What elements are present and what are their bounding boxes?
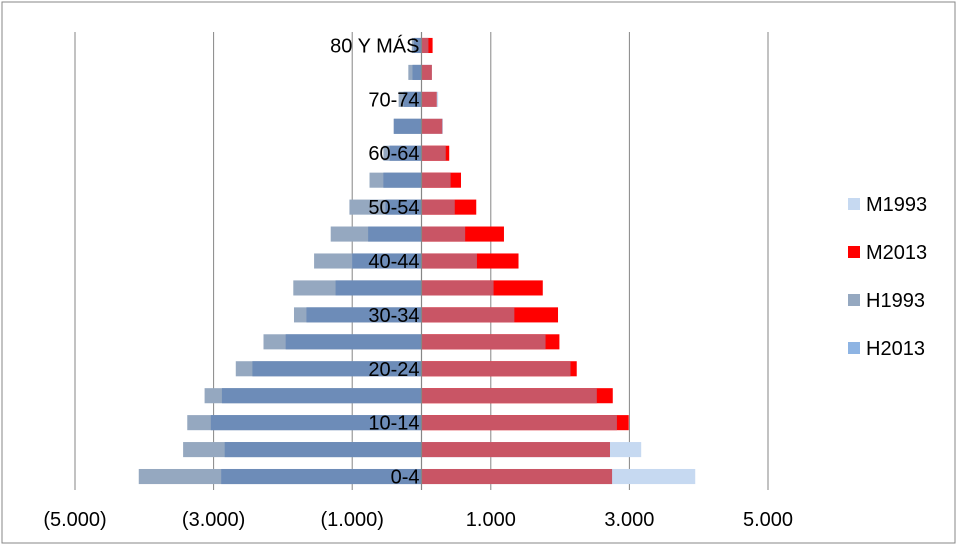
- bar-m1993-2: [421, 415, 617, 431]
- bar-m1993-9: [421, 226, 466, 242]
- bars: [138, 37, 696, 485]
- bar-m1993-4: [421, 361, 571, 377]
- bar-m1993-6: [421, 307, 515, 323]
- bar-m1993-3: [421, 388, 597, 404]
- bar-h2013-6: [306, 307, 422, 323]
- legend-swatch-h1993: [848, 294, 860, 306]
- category-label-12: 60-64: [368, 143, 419, 165]
- bar-m1993-10: [421, 199, 455, 215]
- bar-m1993-8: [421, 253, 477, 269]
- x-tick-label-2: (1.000): [321, 509, 384, 531]
- bar-m1993-11: [421, 172, 451, 188]
- bar-m1993-16: [421, 37, 429, 54]
- legend-label-h2013: H2013: [866, 338, 925, 360]
- bar-m2013-15: [421, 64, 432, 80]
- category-label-0: 0-4: [391, 467, 420, 489]
- bar-h2013-8: [352, 253, 422, 269]
- bar-h2013-0: [221, 468, 422, 485]
- category-label-4: 20-24: [368, 359, 419, 381]
- bar-h2013-16: [413, 37, 422, 54]
- x-axis-tick-labels: (5.000) (3.000) (1.000) 1.000 3.000 5.000: [43, 509, 793, 531]
- category-label-8: 40-44: [368, 251, 419, 273]
- legend-label-m2013: M2013: [866, 242, 927, 264]
- bar-m1993-12: [421, 145, 446, 161]
- bar-h2013-3: [221, 388, 422, 404]
- category-label-10: 50-54: [368, 197, 419, 219]
- category-label-16: 80 Y MÁS: [330, 34, 419, 57]
- legend-swatch-h2013: [848, 342, 860, 354]
- bar-h2013-15: [412, 64, 422, 80]
- x-tick-label-5: 5.000: [743, 509, 793, 531]
- bar-h2013-1: [224, 442, 422, 458]
- x-tick-label-0: (5.000): [43, 509, 106, 531]
- bar-m1993-7: [421, 280, 494, 296]
- bar-h2013-12: [389, 145, 422, 161]
- category-label-2: 10-14: [368, 413, 419, 435]
- category-label-14: 70-74: [368, 89, 419, 111]
- bar-h2013-4: [252, 361, 422, 377]
- x-tick-label-1: (3.000): [182, 509, 245, 531]
- bar-h2013-10: [385, 199, 422, 215]
- x-tick-label-4: 3.000: [604, 509, 654, 531]
- legend: M1993 M2013 H1993 H2013: [848, 194, 927, 360]
- bar-m2013-1: [421, 442, 610, 458]
- bar-m1993-5: [421, 334, 546, 350]
- bar-h2013-9: [368, 226, 422, 242]
- legend-label-h1993: H1993: [866, 290, 925, 312]
- bar-h2013-2: [210, 415, 422, 431]
- category-labels: 0-4 10-14 20-24 30-34 40-44 50-54 60-64 70-74 80…: [330, 34, 419, 488]
- legend-swatch-m1993: [848, 198, 860, 210]
- legend-swatch-m2013: [848, 246, 860, 258]
- bar-m2013-14: [421, 91, 437, 107]
- x-tick-label-3: 1.000: [466, 509, 516, 531]
- category-label-6: 30-34: [368, 305, 419, 327]
- bar-h2013-7: [335, 280, 422, 296]
- bar-h2013-11: [383, 172, 422, 188]
- bar-h2013-13: [393, 118, 422, 134]
- legend-label-m1993: M1993: [866, 194, 927, 216]
- bar-h2013-5: [285, 334, 422, 350]
- bar-h2013-14: [403, 91, 422, 107]
- bar-m2013-0: [421, 468, 613, 485]
- bar-m2013-13: [421, 118, 443, 134]
